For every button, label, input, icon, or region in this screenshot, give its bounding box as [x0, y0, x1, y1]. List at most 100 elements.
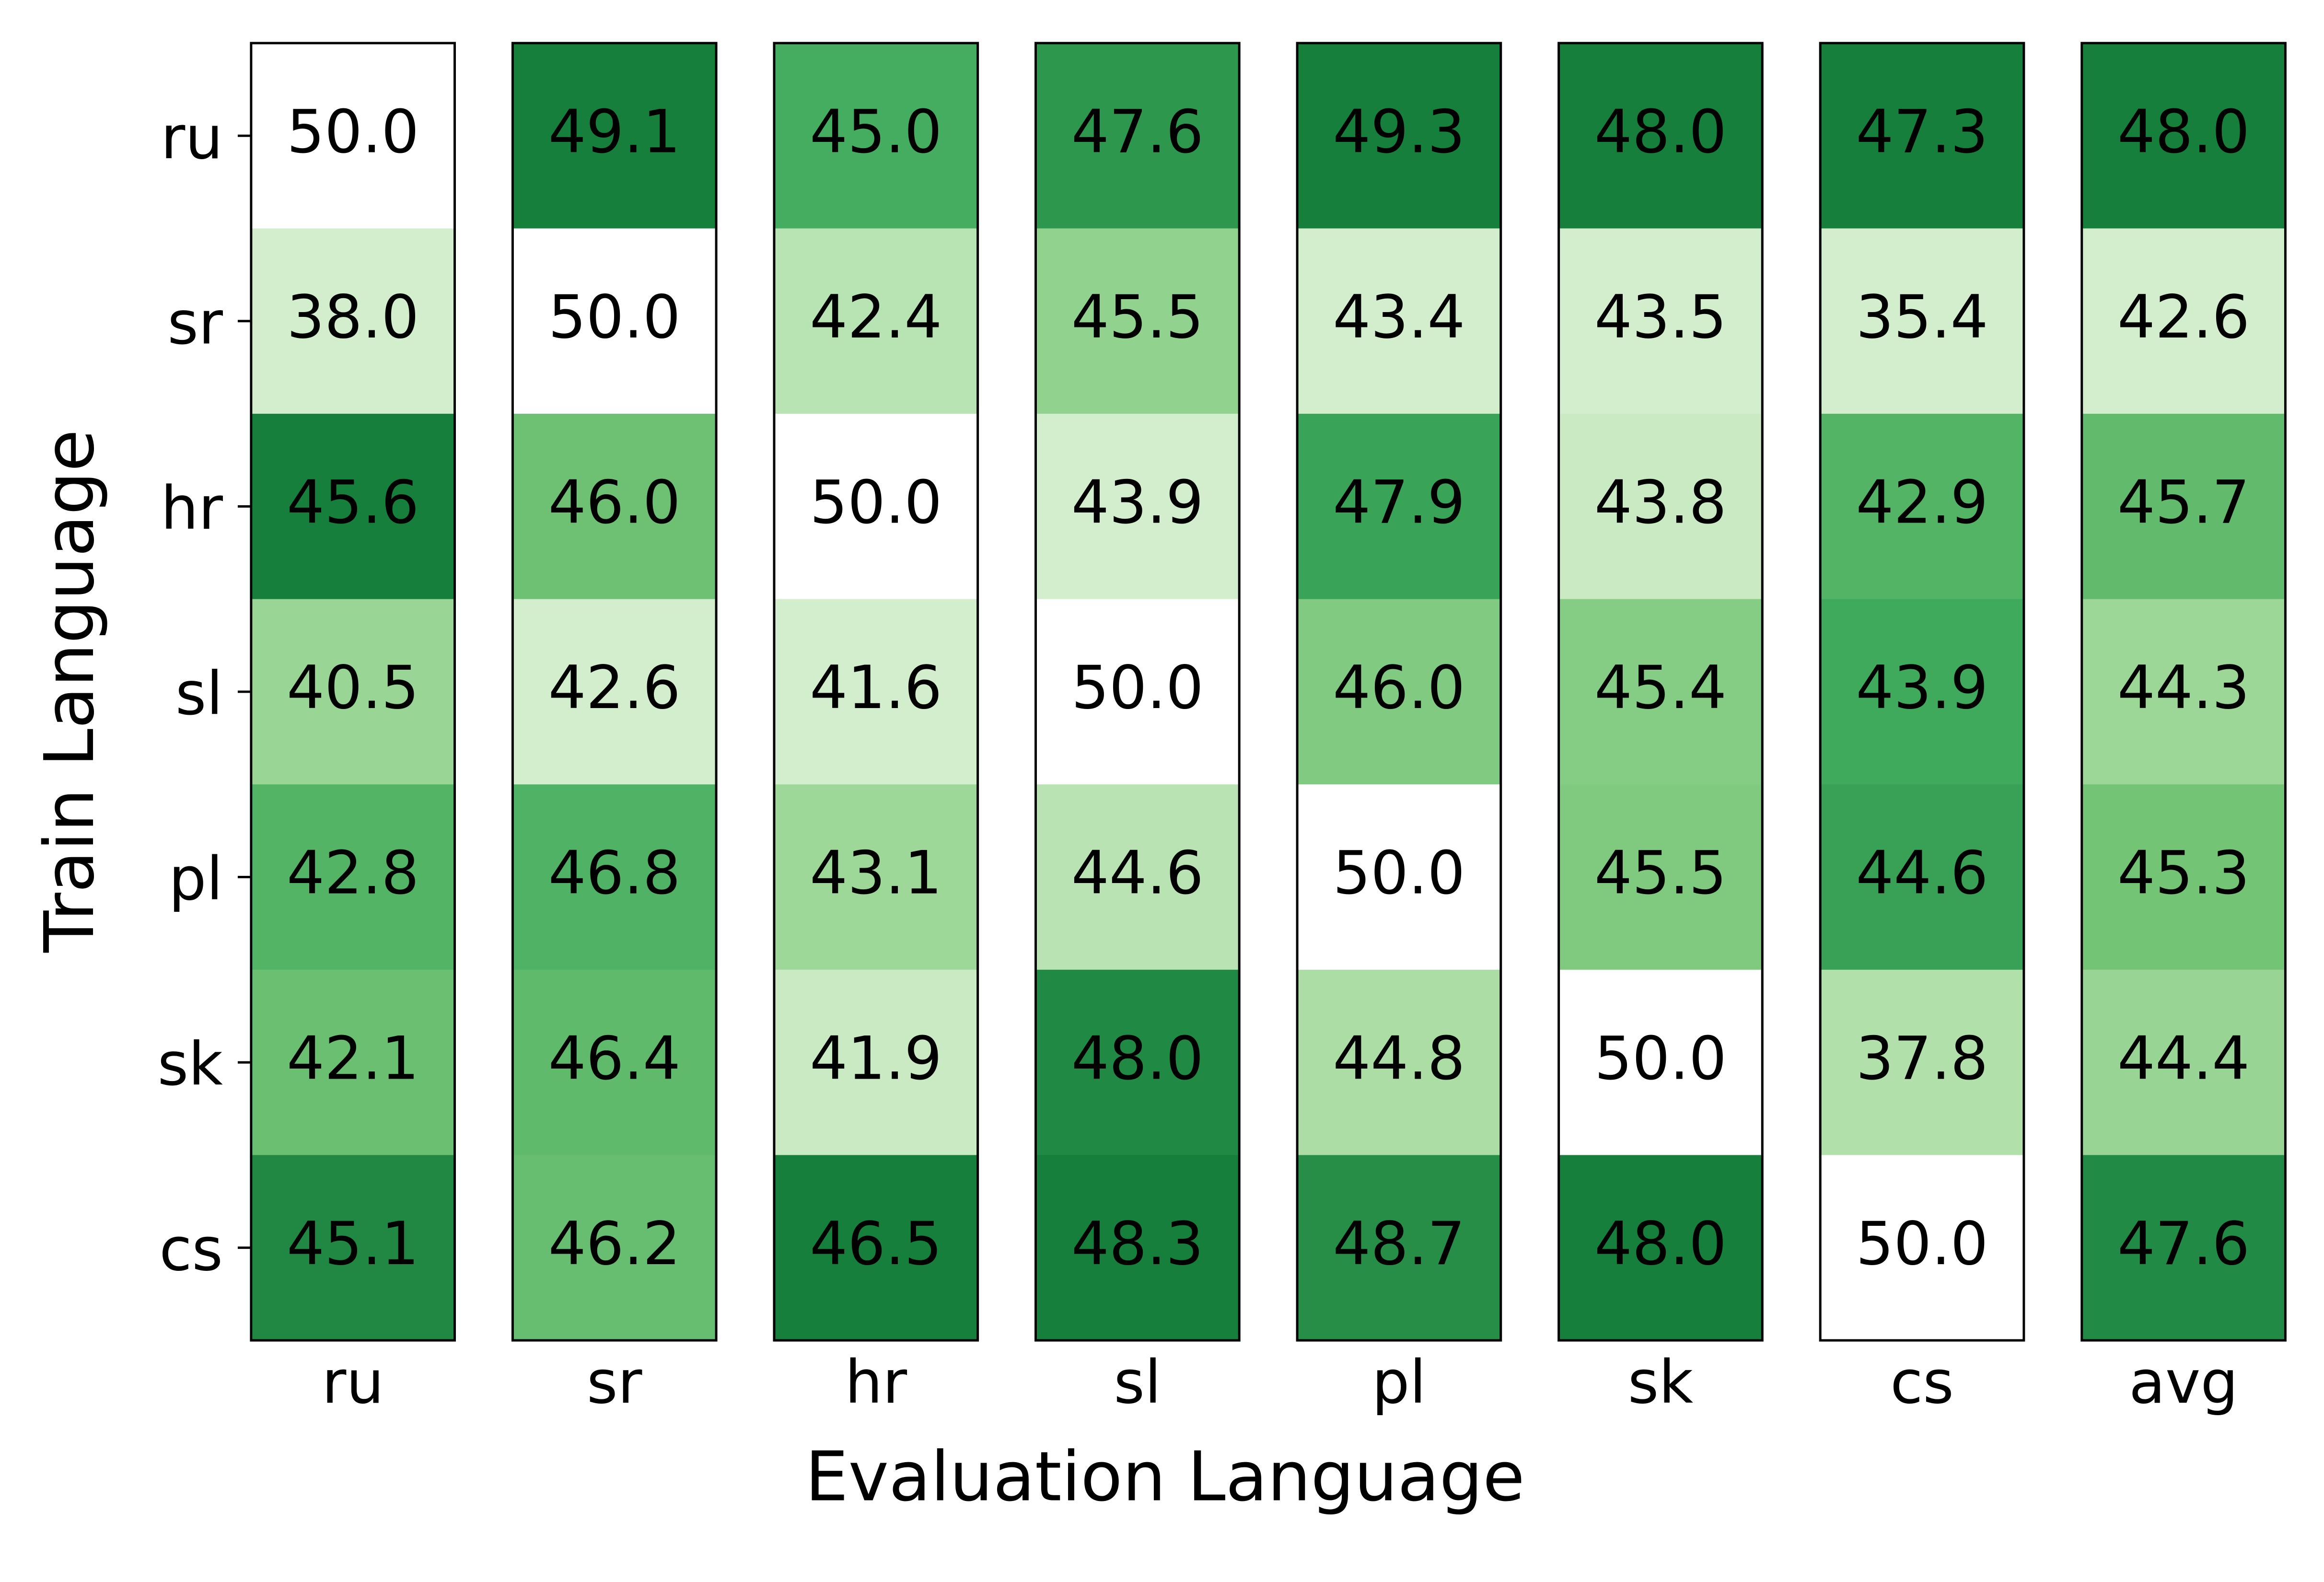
cell-label: 47.6 — [2117, 1210, 2250, 1279]
heatmap-cell — [1820, 969, 2024, 1156]
y-tick-label: pl — [169, 845, 223, 914]
x-tick-label: avg — [2129, 1348, 2238, 1417]
cell-label: 45.5 — [1594, 839, 1727, 908]
panel-frame — [1819, 42, 2025, 1342]
x-tick-label: hr — [845, 1348, 907, 1417]
cell-label: 43.5 — [1594, 283, 1727, 352]
cell-label: 46.2 — [548, 1210, 681, 1279]
heatmap-cell — [1820, 599, 2024, 785]
x-tick-label: pl — [1372, 1348, 1426, 1417]
cell-label: 45.7 — [2117, 468, 2250, 537]
cell-label: 44.4 — [2117, 1024, 2250, 1093]
cell-label: 41.6 — [810, 653, 942, 722]
panel-frame — [2080, 42, 2287, 1342]
heatmap-cell — [1297, 599, 1501, 785]
cell-label: 48.3 — [1071, 1210, 1204, 1279]
cell-label: 46.4 — [548, 1024, 681, 1093]
panel-frame — [1034, 42, 1241, 1342]
heatmap-cell — [251, 599, 455, 785]
heatmap-cell — [1297, 1155, 1501, 1341]
heatmap-cell — [1558, 784, 1763, 971]
panel-frame — [1296, 42, 1502, 1342]
heatmap-cell — [1297, 969, 1501, 1156]
cell-label: 42.8 — [287, 839, 419, 908]
heatmap-cell — [1820, 784, 2024, 971]
cell-label: 49.1 — [548, 97, 681, 166]
heatmap-cell — [1558, 228, 1763, 415]
heatmap-cell — [774, 414, 978, 600]
y-tick-label: sk — [158, 1030, 223, 1099]
heatmap-cell — [2081, 784, 2286, 971]
heatmap-cell — [1820, 43, 2024, 230]
heatmap-cell — [2081, 228, 2286, 415]
cell-label: 44.6 — [1856, 839, 1988, 908]
cell-label: 47.6 — [1071, 97, 1204, 166]
heatmap-cell — [512, 1155, 717, 1341]
heatmap-cell — [1035, 969, 1240, 1156]
cell-label: 50.0 — [548, 283, 681, 352]
heatmap-cell — [512, 43, 717, 230]
heatmap-cell — [1558, 599, 1763, 785]
heatmap-cell — [774, 969, 978, 1156]
cell-label: 45.0 — [810, 97, 942, 166]
y-tick-label: cs — [159, 1215, 223, 1284]
heatmap-cell — [1297, 228, 1501, 415]
heatmap-cell — [1035, 43, 1240, 230]
x-tick-label: ru — [322, 1348, 384, 1417]
heatmap-cell — [2081, 1155, 2286, 1341]
cell-label: 43.9 — [1856, 653, 1988, 722]
heatmap-cell — [251, 414, 455, 600]
heatmap-cell — [251, 43, 455, 230]
x-tick-label: cs — [1890, 1348, 1954, 1417]
cell-label: 43.1 — [810, 839, 942, 908]
cell-label: 48.0 — [1071, 1024, 1204, 1093]
heatmap-cell — [512, 784, 717, 971]
cell-label: 46.0 — [548, 468, 681, 537]
cell-label: 45.4 — [1594, 653, 1727, 722]
cell-label: 42.6 — [2117, 283, 2250, 352]
cell-label: 49.3 — [1333, 97, 1465, 166]
heatmap-cell — [1558, 1155, 1763, 1341]
heatmap-cell — [1820, 228, 2024, 415]
cell-label: 45.3 — [2117, 839, 2250, 908]
heatmap-cell — [1035, 1155, 1240, 1341]
cell-label: 46.8 — [548, 839, 681, 908]
cell-label: 46.0 — [1333, 653, 1465, 722]
heatmap-cell — [512, 599, 717, 785]
cell-label: 42.6 — [548, 653, 681, 722]
cell-label: 43.4 — [1333, 283, 1465, 352]
heatmap-cell — [1558, 43, 1763, 230]
cell-label: 50.0 — [810, 468, 942, 537]
cell-label: 45.6 — [287, 468, 419, 537]
heatmap-cell — [1820, 1155, 2024, 1341]
x-tick-label: sl — [1114, 1348, 1161, 1417]
cell-label: 45.5 — [1071, 283, 1204, 352]
x-axis-title: Evaluation Language — [805, 1437, 1525, 1516]
cell-label: 43.8 — [1594, 468, 1727, 537]
cell-label: 43.9 — [1071, 468, 1204, 537]
panel-frame — [1557, 42, 1764, 1342]
cell-label: 37.8 — [1856, 1024, 1988, 1093]
heatmap-cell — [774, 43, 978, 230]
heatmap-cell — [774, 599, 978, 785]
cell-label: 46.5 — [810, 1210, 942, 1279]
y-tick-label: sl — [175, 660, 223, 729]
cell-label: 44.6 — [1071, 839, 1204, 908]
panel-frame — [773, 42, 979, 1342]
cell-label: 47.9 — [1333, 468, 1465, 537]
heatmap-cell — [1558, 414, 1763, 600]
heatmap-cell — [512, 228, 717, 415]
heatmap-cell — [774, 784, 978, 971]
heatmap-cell — [774, 1155, 978, 1341]
x-tick-label: sk — [1628, 1348, 1694, 1417]
cell-label: 50.0 — [1594, 1024, 1727, 1093]
heatmap-cell — [1558, 969, 1763, 1156]
heatmap-cell — [1297, 414, 1501, 600]
cell-label: 48.0 — [1594, 97, 1727, 166]
cell-label: 42.1 — [287, 1024, 419, 1093]
cell-label: 48.0 — [2117, 97, 2250, 166]
heatmap-cell — [2081, 414, 2286, 600]
heatmap-cell — [1820, 414, 2024, 600]
cell-label: 50.0 — [1071, 653, 1204, 722]
